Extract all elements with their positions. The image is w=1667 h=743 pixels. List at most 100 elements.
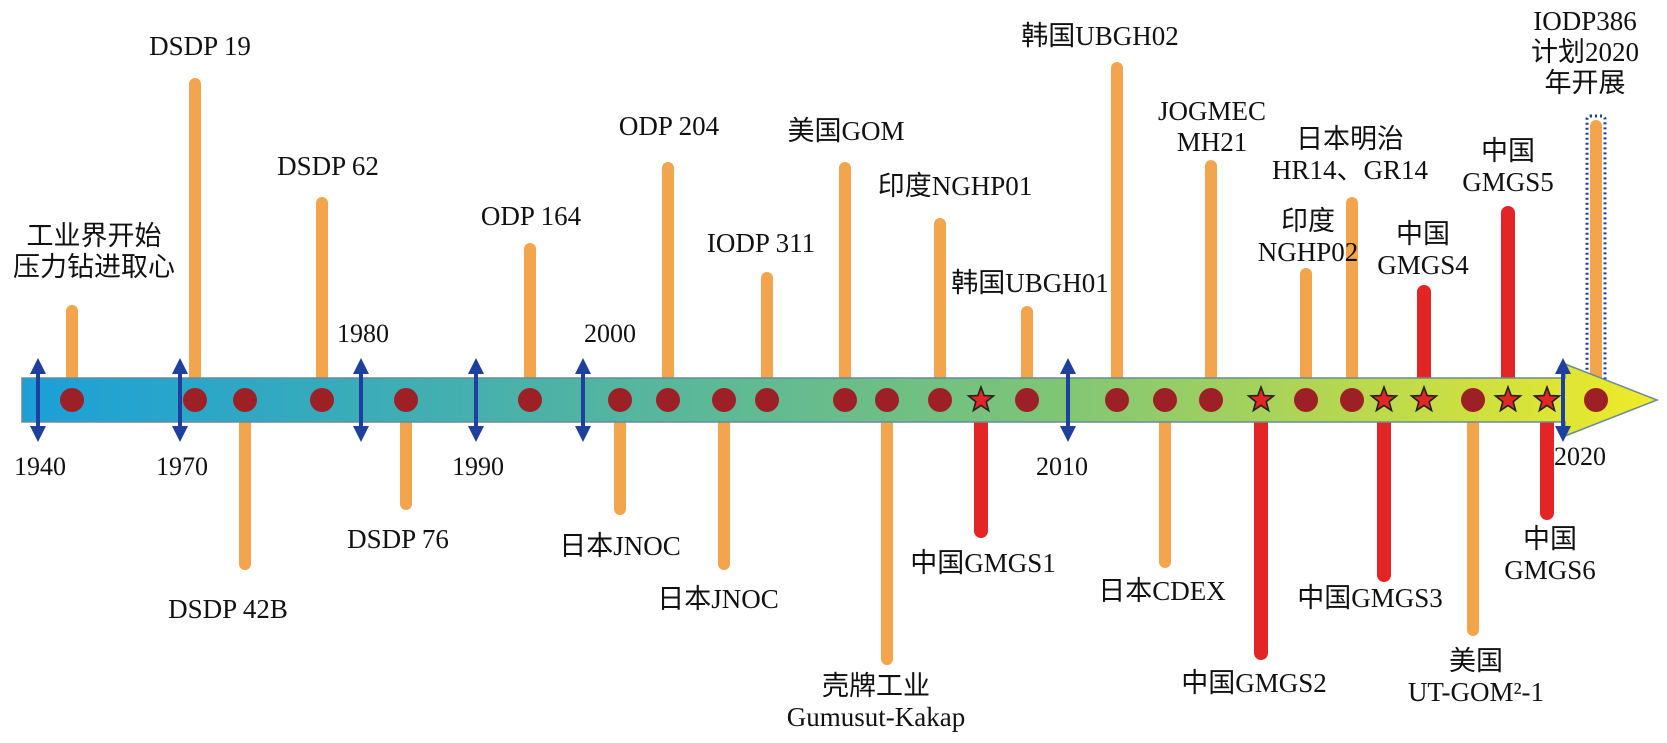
dot-marker-iodp386 bbox=[1584, 388, 1608, 412]
event-label-line: 工业界开始 bbox=[27, 221, 162, 251]
event-label-cdex: 日本CDEX bbox=[1098, 576, 1226, 606]
stem-ubgh01 bbox=[1021, 306, 1033, 400]
event-label-iodp311: IODP 311 bbox=[707, 228, 815, 258]
year-label: 1980 bbox=[337, 319, 389, 348]
event-label-gmgs1: 中国GMGS1 bbox=[910, 548, 1056, 578]
dot-marker-cdex bbox=[1153, 388, 1177, 412]
year-label: 1970 bbox=[156, 452, 208, 481]
tick-arrow-up bbox=[353, 358, 369, 374]
dot-marker-dsdp76 bbox=[394, 388, 418, 412]
stem-jnoc2 bbox=[718, 400, 730, 570]
event-label-gmgs2: 中国GMGS2 bbox=[1181, 668, 1327, 698]
dot-marker-odp204 bbox=[656, 388, 680, 412]
event-label-line: 中国 bbox=[1481, 136, 1535, 166]
event-label-line: 日本CDEX bbox=[1098, 576, 1226, 606]
stem-dsdp42b bbox=[239, 400, 251, 570]
stem-gom bbox=[839, 162, 851, 400]
tick-arrow-up bbox=[575, 358, 591, 374]
event-label-line: Gumusut-Kakap bbox=[787, 702, 965, 732]
event-label-line: 印度NGHP01 bbox=[878, 171, 1033, 201]
stem-meiji bbox=[1346, 197, 1358, 400]
event-label-line: 韩国UBGH01 bbox=[951, 268, 1109, 298]
year-tick-1970 bbox=[172, 358, 188, 442]
dot-marker-gom bbox=[833, 388, 857, 412]
dot-marker-odp164 bbox=[518, 388, 542, 412]
event-label-dsdp42b: DSDP 42B bbox=[168, 594, 288, 624]
event-label-line: DSDP 19 bbox=[149, 31, 251, 61]
tick-arrow-up bbox=[1555, 358, 1571, 374]
dot-marker-jnoc1 bbox=[608, 388, 632, 412]
event-label-line: IODP 311 bbox=[707, 228, 815, 258]
event-label-line: 日本明治 bbox=[1296, 124, 1404, 154]
tick-arrow-down bbox=[172, 426, 188, 442]
event-label-line: DSDP 76 bbox=[347, 524, 449, 554]
event-label-line: 中国GMGS1 bbox=[910, 548, 1056, 578]
year-tick-2020 bbox=[1555, 358, 1571, 442]
event-label-line: 中国 bbox=[1523, 524, 1577, 554]
event-label-line: 年开展 bbox=[1545, 68, 1626, 98]
star-marker-gmgs2 bbox=[1246, 384, 1276, 413]
tick-arrow-down bbox=[1555, 426, 1571, 442]
stem-gmgs2 bbox=[1254, 400, 1268, 660]
stem-mh21 bbox=[1205, 160, 1217, 400]
event-label-odp164: ODP 164 bbox=[481, 201, 582, 231]
year-label: 2020 bbox=[1554, 442, 1606, 471]
event-label-line: UT-GOM²-1 bbox=[1408, 677, 1544, 707]
stem-iodp311 bbox=[761, 272, 773, 400]
star-marker-gmgs5 bbox=[1493, 384, 1523, 413]
event-label-line: GMGS6 bbox=[1504, 555, 1596, 585]
event-markers bbox=[60, 384, 1608, 413]
dot-marker-dsdp62 bbox=[310, 388, 334, 412]
event-label-line: 壳牌工业 bbox=[822, 671, 930, 701]
dot-marker-nghp01 bbox=[928, 388, 952, 412]
year-label: 1990 bbox=[452, 452, 504, 481]
dot-marker-shell bbox=[875, 388, 899, 412]
event-label-dsdp19: DSDP 19 bbox=[149, 31, 251, 61]
event-label-line: 中国GMGS2 bbox=[1181, 668, 1327, 698]
tick-arrow-up bbox=[1060, 358, 1076, 374]
tick-arrow-up bbox=[172, 358, 188, 374]
event-label-dsdp62: DSDP 62 bbox=[277, 151, 379, 181]
event-label-gmgs3: 中国GMGS3 bbox=[1297, 583, 1443, 613]
dot-marker-jnoc2 bbox=[712, 388, 736, 412]
event-label-line: 美国GOM bbox=[787, 116, 904, 146]
event-label-line: HR14、GR14 bbox=[1272, 155, 1429, 185]
dot-marker-nghp02 bbox=[1294, 388, 1318, 412]
event-label-line: DSDP 62 bbox=[277, 151, 379, 181]
dot-marker-iodp311 bbox=[755, 388, 779, 412]
tick-arrow-down bbox=[575, 426, 591, 442]
star-marker-gmgs6 bbox=[1532, 384, 1562, 413]
dot-marker-ubgh01 bbox=[1015, 388, 1039, 412]
stem-odp204 bbox=[662, 162, 674, 400]
event-label-nghp01: 印度NGHP01 bbox=[878, 171, 1033, 201]
event-label-jnoc2: 日本JNOC bbox=[657, 584, 779, 614]
event-label-line: GMGS4 bbox=[1377, 250, 1469, 280]
star-marker-gmgs1 bbox=[966, 384, 996, 413]
event-label-line: MH21 bbox=[1177, 127, 1248, 157]
event-stems bbox=[66, 62, 1607, 665]
stem-shell bbox=[881, 400, 893, 665]
event-label-line: 日本JNOC bbox=[657, 584, 779, 614]
stem-dsdp76 bbox=[400, 400, 412, 510]
stem-dsdp19 bbox=[189, 78, 201, 400]
event-label-line: 中国 bbox=[1396, 219, 1450, 249]
event-label-line: JOGMEC bbox=[1158, 96, 1266, 126]
dot-marker-mh21 bbox=[1199, 388, 1223, 412]
event-label-ubgh02: 韩国UBGH02 bbox=[1021, 21, 1179, 51]
tick-arrow-down bbox=[30, 426, 46, 442]
stem-gmgs3 bbox=[1377, 400, 1391, 582]
year-tick-1980 bbox=[353, 358, 369, 442]
tick-arrow-down bbox=[468, 426, 484, 442]
stem-dsdp62 bbox=[316, 197, 328, 400]
event-label-line: 日本JNOC bbox=[559, 531, 681, 561]
event-label-line: 韩国UBGH02 bbox=[1021, 21, 1179, 51]
year-labels: 1940 1970 1980 1990 2000 2010 2020 bbox=[14, 319, 1606, 481]
stem-industry bbox=[66, 305, 78, 400]
